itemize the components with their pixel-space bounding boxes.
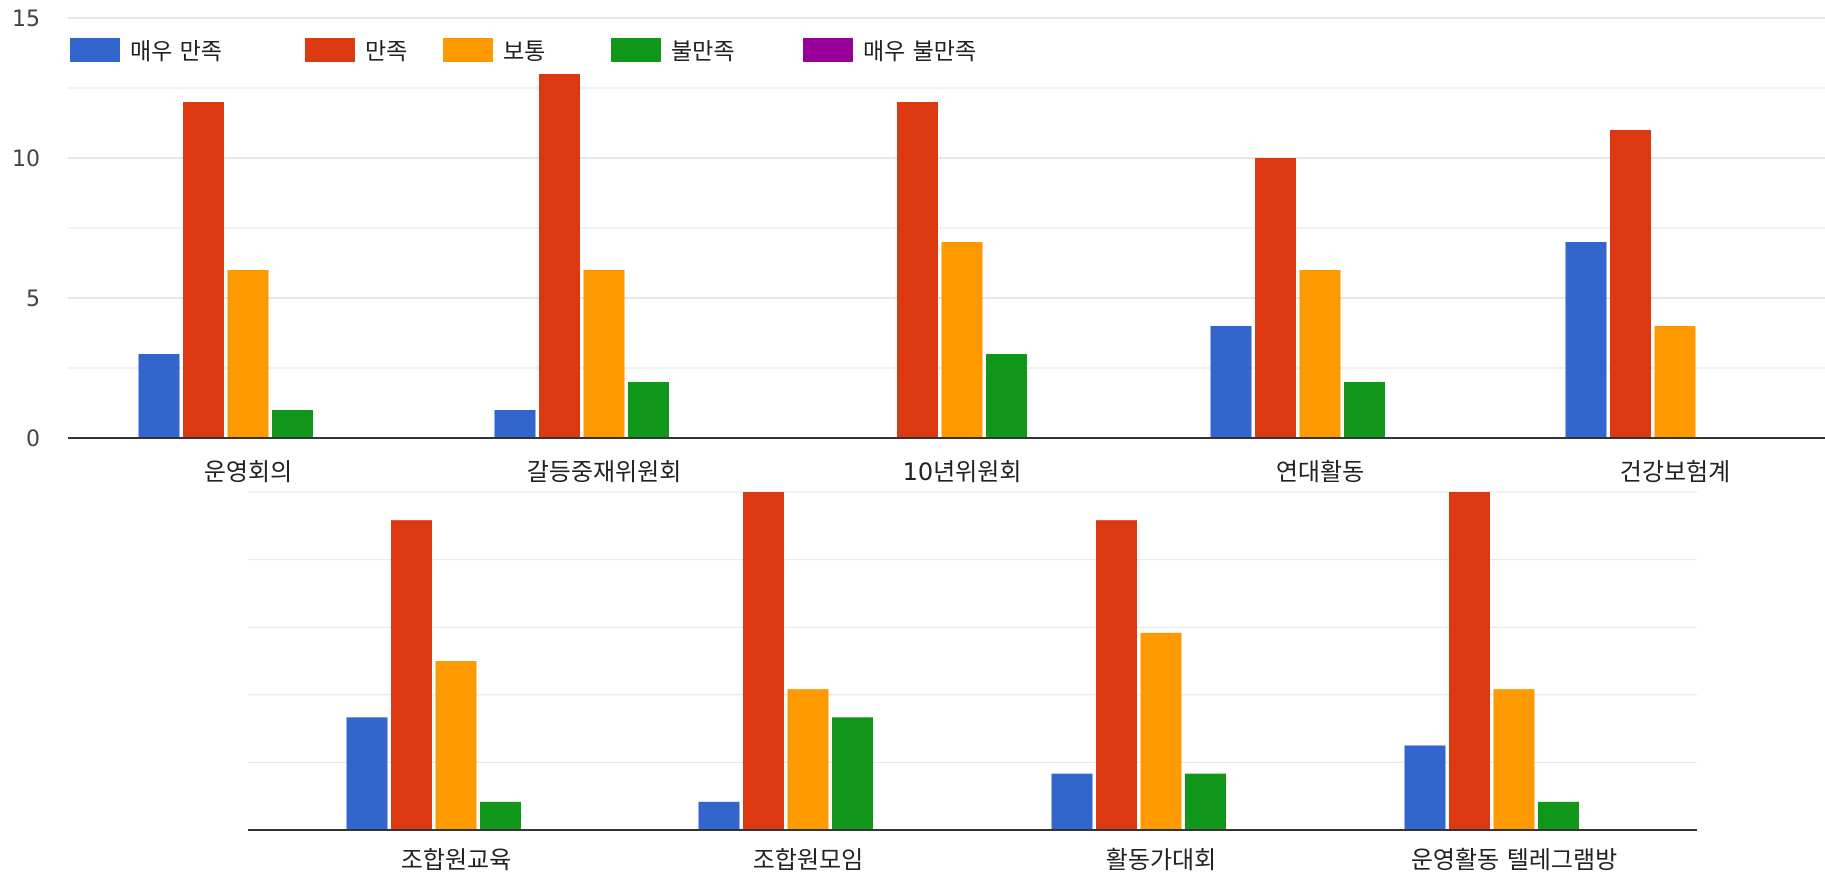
bar <box>787 689 829 830</box>
bar <box>698 801 740 830</box>
bar <box>628 382 669 438</box>
bar <box>346 717 388 830</box>
legend-swatch <box>70 38 120 62</box>
bar <box>539 74 580 438</box>
y-tick-label: 5 <box>26 287 40 312</box>
legend-label: 불만족 <box>671 39 734 65</box>
category-label: 10년위원회 <box>903 458 1022 486</box>
bar <box>1565 242 1607 438</box>
bar <box>494 410 536 438</box>
bar <box>138 354 180 438</box>
category-label: 운영활동 텔레그램방 <box>1411 846 1617 874</box>
bar <box>1449 492 1490 830</box>
bar <box>183 102 224 438</box>
category-label: 운영회의 <box>204 458 292 486</box>
category-label: 조합원교육 <box>401 846 511 874</box>
legend-swatch <box>443 38 493 62</box>
bar <box>743 492 784 830</box>
bar <box>832 717 873 830</box>
legend-label: 만족 <box>365 39 407 65</box>
bar <box>1299 270 1341 438</box>
legend-swatch <box>305 38 355 62</box>
bar <box>897 102 938 438</box>
category-label: 갈등중재위원회 <box>527 458 682 486</box>
bar <box>583 270 625 438</box>
y-tick-label: 10 <box>12 147 40 172</box>
bar <box>1140 632 1182 830</box>
bar <box>1654 326 1696 438</box>
bar <box>1404 745 1446 830</box>
y-tick-label: 0 <box>26 427 40 452</box>
bar <box>986 354 1027 438</box>
bar <box>480 801 521 830</box>
legend-swatch <box>611 38 661 62</box>
bar <box>1493 689 1535 830</box>
category-label: 조합원모임 <box>753 846 863 874</box>
bar <box>1344 382 1385 438</box>
category-label: 연대활동 <box>1276 458 1364 486</box>
bar <box>1210 326 1252 438</box>
category-label: 활동가대회 <box>1106 846 1216 874</box>
legend-label: 매우 만족 <box>130 39 222 65</box>
legend-swatch <box>803 38 853 62</box>
bar <box>391 520 432 830</box>
bar <box>941 242 983 438</box>
legend-label: 보통 <box>503 39 545 65</box>
bar <box>435 661 477 830</box>
category-label: 건강보험계 <box>1620 458 1730 486</box>
legend-label: 매우 불만족 <box>863 39 976 65</box>
bar <box>1610 130 1651 438</box>
bar <box>1255 158 1296 438</box>
bar <box>227 270 269 438</box>
y-tick-label: 15 <box>12 7 40 32</box>
bar <box>1051 773 1093 830</box>
bar <box>272 410 313 438</box>
bar <box>1185 773 1226 830</box>
bar <box>1096 520 1137 830</box>
bar <box>1538 801 1579 830</box>
